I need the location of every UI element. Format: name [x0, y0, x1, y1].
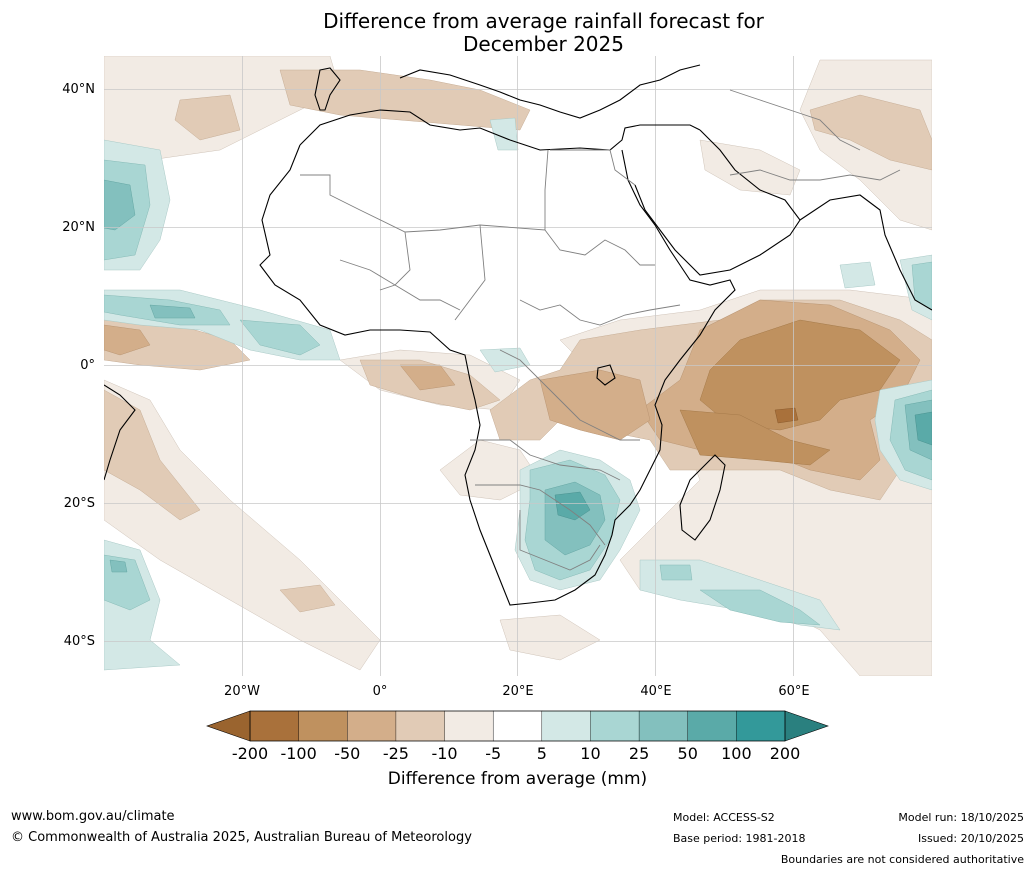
colorbar-tick-label: 25 [628, 744, 650, 763]
border-sahara-north [300, 149, 549, 233]
wet-anomaly-south-indian-core [699, 589, 821, 626]
colorbar-tick-label: -50 [334, 744, 361, 763]
wet-anomaly-canary-strong [104, 179, 136, 231]
rainfall-anomaly-map [104, 56, 932, 676]
wet-anomaly-equatorial-strong [149, 304, 196, 319]
border-drc-south [499, 349, 640, 441]
lat-label-equator: 0° [80, 358, 95, 373]
footer-issued: Issued: 20/10/2025 [917, 832, 1024, 845]
colorbar-label: Difference from average (mm) [387, 769, 648, 789]
colorbar-tick-label: 50 [677, 744, 698, 763]
colorbar-tick-label: 200 [769, 744, 801, 763]
wet-anomaly-arabian-sea-core [911, 261, 932, 311]
dry-anomaly-tanzania [539, 369, 651, 441]
colorbar-tick-label: -200 [231, 744, 269, 763]
coast-southern-europe [399, 64, 701, 119]
colorbar-cell [444, 710, 494, 742]
border-middle-east [729, 169, 901, 181]
dry-anomaly-azores [174, 94, 241, 141]
border-mali-niger [379, 231, 411, 291]
coast-brazil [104, 384, 136, 481]
footer-model-run: Model run: 18/10/2025 [898, 811, 1024, 824]
border-central-africa [519, 299, 681, 326]
dry-anomaly-iran [809, 94, 932, 171]
dry-anomaly-strong-indian-south [679, 409, 831, 466]
colorbar-frame [249, 710, 786, 742]
colorbar-over-arrow [784, 710, 829, 742]
dry-anomaly-south-atlantic-patch [279, 584, 336, 613]
lon-label-40e: 40°E [640, 684, 672, 699]
coast-lake-victoria [596, 364, 616, 386]
wet-anomaly-gulf-west [239, 319, 321, 356]
dry-anomaly-west-patch [104, 324, 151, 356]
colorbar-under-arrow [206, 710, 251, 742]
colorbar-tick-label: -10 [431, 744, 458, 763]
coast-iberia [314, 67, 341, 111]
lon-label-20w: 20°W [224, 684, 260, 699]
colorbar-tick-label: 10 [580, 744, 601, 763]
footer-model: Model: ACCESS-S2 [673, 811, 775, 824]
wet-anomaly-mozambique-channel [659, 564, 693, 581]
coast-africa-west-south-east [259, 144, 736, 606]
border-caucasus [729, 89, 861, 151]
border-sudan [544, 229, 655, 266]
map-title-line1: Difference from average rainfall forecas… [323, 9, 764, 33]
lat-label-40n: 40°N [62, 82, 95, 97]
dry-anomaly-arabia [699, 139, 801, 196]
colorbar-cell [492, 710, 543, 742]
anomaly-fields [104, 56, 932, 676]
colorbar-tick-label: 5 [536, 744, 547, 763]
lat-label-20n: 20°N [62, 220, 95, 235]
colorbar-tick-label: -5 [485, 744, 502, 763]
border-angola-zambia [470, 439, 621, 481]
border-niger-chad [454, 224, 486, 321]
border-namibia-botswana [475, 484, 606, 546]
country-borders [300, 89, 901, 571]
footer-website[interactable]: www.bom.gov.au/climate [11, 809, 175, 824]
colorbar-cell [590, 710, 640, 742]
map-title-line2: December 2025 [463, 32, 624, 56]
colorbar-tick-label: 100 [721, 744, 752, 763]
lat-label-40s: 40°S [63, 634, 95, 649]
lon-label-0: 0° [372, 684, 388, 699]
border-west-africa [339, 259, 461, 311]
colorbar-cell [687, 710, 737, 742]
colorbar-cell [298, 710, 348, 742]
wet-anomaly-madagascar-peak [914, 411, 932, 446]
coast-north-africa [299, 109, 701, 151]
colorbar-cell [249, 710, 300, 742]
lon-label-60e: 60°E [778, 684, 810, 699]
wet-anomaly-south-africa-peak [554, 491, 591, 521]
border-egypt [550, 149, 636, 186]
footer-copyright: © Commonwealth of Australia 2025, Austra… [11, 830, 472, 845]
dry-anomaly-ghana [399, 364, 456, 391]
coast-iran-india [799, 194, 932, 311]
coast-arabian-peninsula [634, 129, 801, 276]
colorbar-cell [347, 710, 397, 742]
wet-anomaly-eastern-med [489, 117, 519, 151]
border-south-africa [519, 510, 601, 571]
colorbar-tick-label: -100 [280, 744, 317, 763]
coastlines [104, 64, 932, 606]
dry-anomaly-brazil-coast [104, 389, 201, 521]
wet-anomaly-south-atlantic-strong [109, 559, 128, 573]
wet-anomaly-arabian-patch [839, 261, 876, 289]
map-title: Difference from average rainfall forecas… [0, 10, 1035, 56]
footer-base-period: Base period: 1981-2018 [673, 832, 806, 845]
lon-label-20e: 20°E [502, 684, 534, 699]
colorbar-cell [638, 710, 689, 742]
colorbar-cell [736, 710, 786, 742]
colorbar-cell [395, 710, 446, 742]
lat-label-20s: 20°S [63, 496, 95, 511]
coast-madagascar [679, 454, 726, 541]
colorbar-cell [541, 710, 591, 742]
dry-anomaly-peak [774, 407, 799, 424]
dry-anomaly-mediterranean [279, 69, 531, 131]
graticule [104, 56, 932, 676]
footer-disclaimer: Boundaries are not considered authoritat… [780, 853, 1024, 866]
colorbar-tick-label: -25 [382, 744, 409, 763]
dry-anomaly-strong-indian [699, 319, 901, 431]
dry-anomaly-southern-ocean [499, 614, 601, 661]
